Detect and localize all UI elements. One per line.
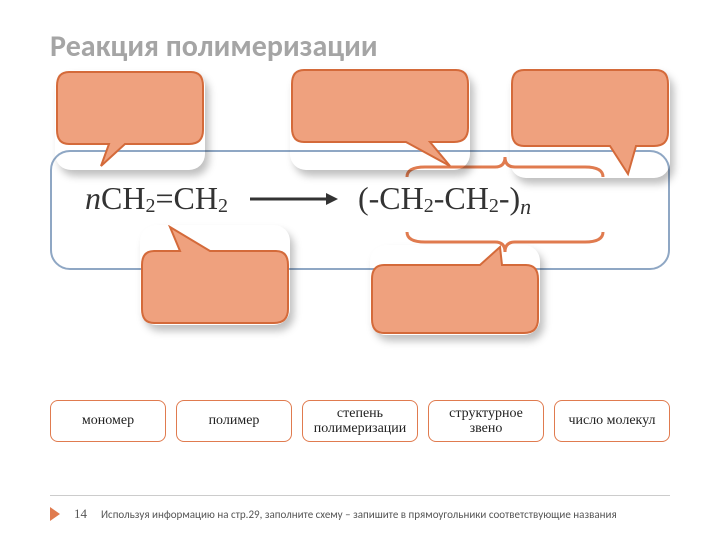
callout-bottom-middle[interactable] [370, 245, 540, 335]
coeff-n-sub: n [520, 194, 531, 220]
slide-number: 14 [74, 506, 87, 522]
eq-part: -CH [434, 180, 489, 217]
callout-top-middle[interactable] [290, 68, 470, 170]
callout-top-left[interactable] [55, 70, 205, 170]
eq-part: (-CH [358, 180, 424, 217]
eq-part: = [155, 180, 173, 217]
answer-labels-row: мономер полимер степень полимеризации ст… [50, 400, 670, 442]
label-unit[interactable]: структурное звено [428, 400, 544, 442]
slide-title: Реакция полимеризации [50, 28, 378, 65]
callout-bottom-left[interactable] [140, 225, 290, 325]
eq-part: CH [174, 180, 218, 217]
eq-sub: 2 [218, 195, 228, 218]
label-polymer[interactable]: полимер [176, 400, 292, 442]
eq-sub: 2 [145, 195, 155, 218]
label-monomer[interactable]: мономер [50, 400, 166, 442]
eq-sub: 2 [424, 195, 434, 218]
footer-note: Используя информацию на стр.29, заполнит… [101, 508, 617, 521]
polymerization-equation: n CH 2 = CH 2 (-CH 2 -CH 2 -) n [85, 180, 645, 217]
eq-sub: 2 [489, 195, 499, 218]
label-count[interactable]: число молекул [554, 400, 670, 442]
footer-marker-icon [50, 507, 60, 521]
label-degree[interactable]: степень полимеризации [302, 400, 418, 442]
eq-part: -) [499, 180, 520, 217]
callout-top-right[interactable] [510, 68, 670, 178]
reaction-arrow-icon [248, 189, 338, 209]
slide-footer: 14 Используя информацию на стр.29, запол… [50, 495, 670, 522]
coeff-n: n [85, 180, 101, 217]
eq-part: CH [101, 180, 145, 217]
